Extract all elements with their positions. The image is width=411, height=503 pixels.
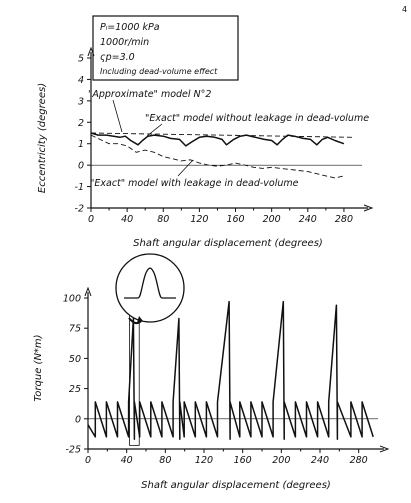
c1-y-tick-label: -2 [75, 204, 84, 215]
c2-y-tick-label: 0 [75, 414, 81, 425]
pulse-zoom-circle [115, 253, 185, 323]
annotation-exact-without-leader [146, 123, 163, 137]
c1-y-tick-label: 3 [78, 96, 84, 107]
c2-y-tick-label: 75 [69, 324, 81, 335]
c2-x-tick-label: 240 [311, 455, 329, 466]
c1-x-tick-label: 240 [299, 214, 317, 225]
c1-y-tick-label: 4 [78, 75, 84, 86]
conditions-line-2: 1000r/min [100, 37, 149, 48]
eccentricity-chart: 0 40 80 120 160 200 240 280 -2 -1 0 1 2 3 4 5 Shaft ang… [37, 46, 374, 249]
torque-chart: 0 40 80 120 160 200 240 280 -25 0 25 50 75 100 Shaft … [33, 253, 390, 491]
c2-y-axis-arrow [84, 286, 92, 297]
c2-x-tick-label: 160 [234, 455, 252, 466]
c2-y-tick-label: 25 [69, 384, 81, 395]
c2-series-line-0 [87, 300, 374, 441]
c2-y-tick-label: 100 [63, 294, 81, 305]
c1-series-line-1 [90, 132, 345, 147]
c1-x-axis-arrow [363, 204, 374, 212]
c1-x-tick-label: 40 [121, 214, 133, 225]
c2-x-tick-label: 80 [159, 455, 171, 466]
c1-y-tick-label: 5 [78, 54, 84, 65]
c1-y-tick-label: 0 [78, 161, 84, 172]
c1-series-line-2 [90, 134, 345, 179]
c1-y-tick-label: 2 [78, 118, 84, 129]
c1-y-tick-label: -1 [75, 182, 84, 193]
annotation-exact-with-leader [177, 159, 194, 177]
c2-x-tick-label: 40 [121, 455, 133, 466]
annotation-approximate-leader [112, 99, 123, 133]
torque-x-axis-label: Shaft angular displacement (degrees) [141, 480, 331, 491]
c2-y-tick-label: -25 [65, 445, 81, 456]
c2-x-tick-label: 280 [350, 455, 368, 466]
c1-x-tick-label: 0 [88, 214, 94, 225]
c1-y-tick-label: 1 [78, 139, 84, 150]
c2-x-axis-arrow [379, 445, 390, 453]
eccentricity-y-axis-label: Eccentricity (degrees) [37, 83, 48, 193]
conditions-line-4: Including dead-volume effect [100, 67, 218, 76]
c2-x-tick-label: 120 [195, 455, 213, 466]
pulse-zoom-inset [115, 253, 185, 325]
c2-y-tick-label: 50 [69, 354, 81, 365]
pulse-zoom-waveform [124, 267, 176, 299]
c2-x-tick-label: 0 [85, 455, 91, 466]
conditions-box-frame [92, 15, 239, 81]
conditions-box: Pₗ=1000 kPa 1000r/min ςp=3.0 Including d… [92, 15, 239, 81]
c1-x-tick-label: 280 [335, 214, 353, 225]
conditions-line-3: ςp=3.0 [100, 52, 135, 63]
annotation-exact-with-leakage: "Exact" model with leakage in dead-volum… [90, 178, 299, 189]
c1-series-line-0 [90, 132, 354, 138]
c1-x-tick-label: 160 [226, 214, 244, 225]
c1-x-tick-label: 120 [190, 214, 208, 225]
c1-x-tick-label: 80 [157, 214, 169, 225]
c1-x-tick-label: 200 [263, 214, 281, 225]
annotation-exact-without-leakage: "Exact" model without leakage in dead-vo… [145, 113, 369, 124]
c1-y-axis-arrow [87, 46, 95, 57]
c2-x-tick-label: 200 [272, 455, 290, 466]
conditions-line-1: Pₗ=1000 kPa [100, 22, 160, 33]
page-number: 4 [402, 5, 407, 14]
annotation-approximate-model: "Approximate" model N°2 [88, 89, 211, 100]
eccentricity-x-axis-label: Shaft angular displacement (degrees) [133, 238, 323, 249]
pulse-zoom-arrowhead [137, 316, 143, 323]
torque-y-axis-label: Torque (N*m) [33, 334, 44, 401]
